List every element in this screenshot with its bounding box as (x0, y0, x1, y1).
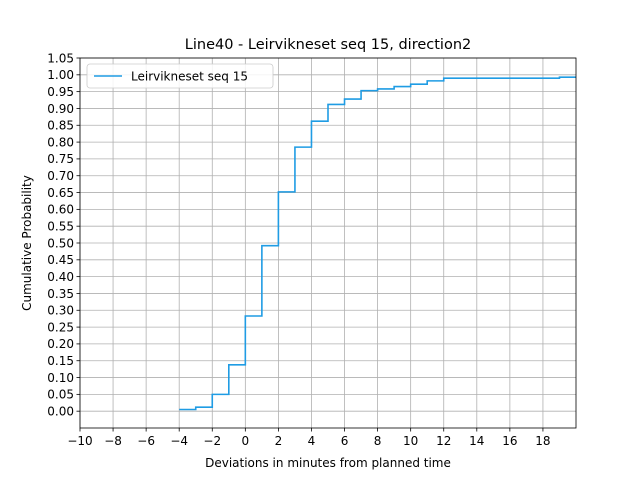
y-tick-label: 0.60 (47, 203, 74, 217)
x-tick-label: 14 (469, 434, 484, 448)
y-tick-label: 0.20 (47, 337, 74, 351)
x-tick-label: −2 (203, 434, 221, 448)
legend-label: Leirvikneset seq 15 (131, 70, 248, 84)
grid (79, 57, 576, 428)
y-tick-label: 0.10 (47, 371, 74, 385)
y-tick-label: 0.75 (47, 152, 74, 166)
x-tick-label: 18 (535, 434, 550, 448)
x-tick-label: −8 (104, 434, 122, 448)
y-tick-label: 0.00 (47, 404, 74, 418)
x-tick-label: −10 (67, 434, 92, 448)
x-tick-label: −6 (137, 434, 155, 448)
y-tick-label: 0.90 (47, 102, 74, 116)
y-tick-label: 0.15 (47, 354, 74, 368)
y-tick-label: 0.30 (47, 304, 74, 318)
y-tick-label: 0.50 (47, 236, 74, 250)
y-tick-label: 0.55 (47, 219, 74, 233)
x-tick-label: 10 (403, 434, 418, 448)
x-axis-title: Deviations in minutes from planned time (205, 456, 451, 470)
y-tick-label: 0.65 (47, 186, 74, 200)
x-tick-label: 4 (308, 434, 316, 448)
y-axis: 0.00 0.05 0.10 0.15 0.20 0.25 0.30 0.35 0.40 0.45… (47, 51, 80, 418)
legend: Leirvikneset seq 15 (86, 63, 274, 89)
legend-box (86, 63, 274, 89)
x-tick-label: 2 (275, 434, 283, 448)
y-tick-label: 0.35 (47, 287, 74, 301)
x-axis: −10 −8 −6 −4 −2 0 2 4 6 8 10 12 14 16 18 (67, 428, 551, 448)
x-tick-label: 12 (436, 434, 451, 448)
x-tick-label: 8 (374, 434, 382, 448)
y-tick-label: 0.05 (47, 388, 74, 402)
y-tick-label: 1.05 (47, 51, 74, 65)
y-tick-label: 0.95 (47, 85, 74, 99)
y-tick-label: 0.80 (47, 135, 74, 149)
y-tick-label: 0.25 (47, 320, 74, 334)
series-line (179, 76, 576, 411)
y-tick-label: 0.85 (47, 119, 74, 133)
x-tick-label: 6 (341, 434, 349, 448)
x-tick-label: −4 (170, 434, 188, 448)
x-tick-label: 16 (502, 434, 517, 448)
chart-title: Line40 - Leirvikneset seq 15, direction2 (185, 37, 471, 53)
y-axis-title: Cumulative Probability (20, 175, 34, 311)
x-tick-label: 0 (242, 434, 250, 448)
y-tick-label: 0.45 (47, 253, 74, 267)
y-tick-label: 0.70 (47, 169, 74, 183)
y-tick-label: 0.40 (47, 270, 74, 284)
y-tick-label: 1.00 (47, 68, 74, 82)
series-layer (179, 76, 576, 411)
